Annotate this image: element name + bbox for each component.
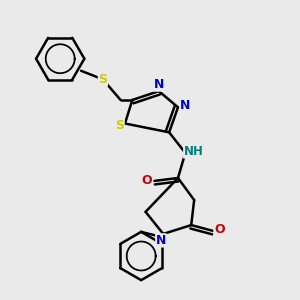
Text: S: S	[98, 73, 107, 86]
Text: N: N	[180, 99, 190, 112]
Text: O: O	[142, 173, 152, 187]
Text: N: N	[154, 78, 164, 91]
Text: NH: NH	[184, 145, 203, 158]
Text: N: N	[156, 234, 166, 247]
Text: S: S	[115, 119, 124, 132]
Text: O: O	[214, 223, 224, 236]
